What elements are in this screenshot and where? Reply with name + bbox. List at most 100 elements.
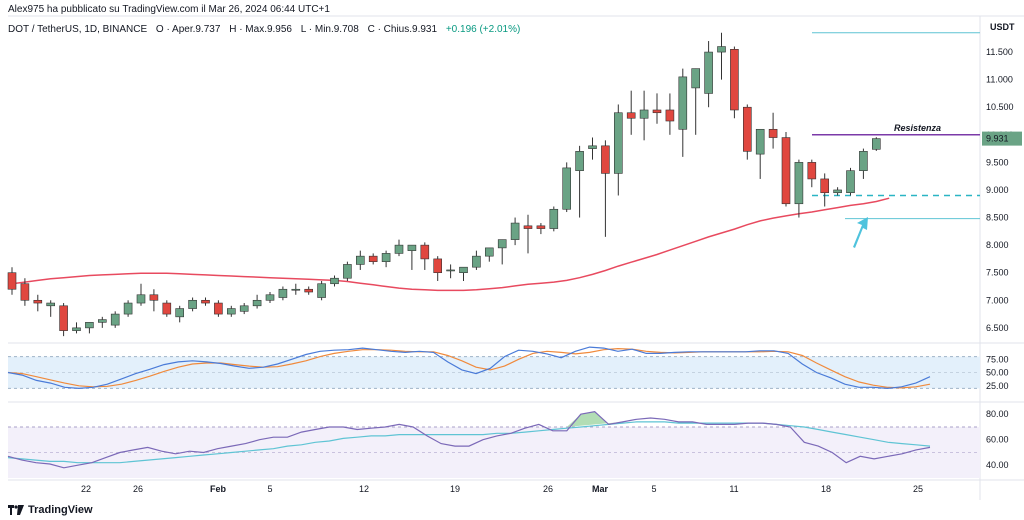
candle-body (601, 145, 610, 174)
candle-body (678, 76, 688, 130)
candle (497, 239, 507, 265)
candle (59, 303, 68, 337)
time-tick-label: 5 (267, 484, 272, 494)
price-tick-label: 9.000 (986, 185, 1009, 195)
low-value: L · Min.9.708 (300, 24, 359, 35)
candle (330, 275, 339, 287)
candle (368, 253, 378, 265)
up-arrow-icon (853, 217, 868, 248)
candle-body (72, 327, 81, 331)
candle-body (575, 151, 584, 171)
candle (446, 264, 455, 279)
candle-body (691, 68, 701, 89)
time-tick-label: 19 (450, 484, 460, 494)
candle (871, 137, 881, 151)
candle (781, 132, 791, 207)
candle (433, 256, 443, 281)
price-tick-label: 9.500 (986, 157, 1009, 167)
last-price-label: 9.931 (986, 134, 1009, 144)
candle (846, 167, 855, 196)
candle-body (407, 244, 417, 251)
candle-body (7, 272, 17, 290)
time-tick-label: 5 (651, 484, 656, 494)
candle (562, 162, 572, 213)
candle-body (652, 109, 662, 114)
time-tick-label: 11 (729, 484, 738, 494)
candle (214, 300, 223, 317)
candle-body (239, 305, 249, 312)
candle (46, 300, 56, 317)
candle-body (110, 313, 120, 326)
rsi-tick-label: 40.00 (986, 460, 1009, 470)
candle (549, 206, 559, 232)
time-tick-label: 12 (359, 484, 369, 494)
candle-body (497, 239, 507, 249)
last-price-badge (982, 131, 1022, 146)
candle (188, 297, 197, 312)
candle-body (846, 170, 855, 194)
candle-body (730, 49, 739, 111)
candle-body (227, 308, 236, 315)
candle (768, 112, 778, 149)
price-tick-label: 7.500 (986, 268, 1009, 278)
candle (175, 305, 184, 323)
open-value: O · Aper.9.737 (155, 24, 221, 35)
candle-body (704, 51, 713, 94)
candle (794, 159, 804, 218)
rsi-tick-label: 60.00 (986, 435, 1009, 445)
tradingview-mark-icon (8, 505, 24, 515)
candle-body (162, 302, 172, 315)
price-tick-label: 8.500 (986, 213, 1009, 223)
candle-body (278, 288, 288, 298)
symbol-name[interactable]: DOT / TetherUS, 1D, BINANCE (8, 24, 148, 35)
tradingview-logo[interactable]: TradingView (8, 504, 93, 516)
candle (742, 104, 752, 160)
candle-body (381, 253, 391, 262)
candle-body (536, 225, 546, 229)
price-tick-label: 11.000 (986, 75, 1013, 85)
candle (859, 148, 868, 179)
candle (355, 250, 365, 270)
candle-body (252, 299, 262, 307)
candle (227, 305, 236, 317)
candle (730, 46, 739, 119)
candle-body (330, 277, 339, 285)
candle (755, 128, 765, 179)
candle-body (665, 109, 675, 122)
candle (394, 239, 404, 257)
candle (33, 294, 43, 312)
candle-body (807, 162, 817, 180)
candle (317, 280, 326, 301)
candle-body (149, 294, 159, 301)
candle-body (717, 46, 726, 53)
candle (717, 32, 726, 80)
candle-body (33, 299, 43, 304)
candle (678, 68, 688, 157)
candle (833, 187, 842, 196)
candle (252, 294, 262, 309)
candle (85, 322, 94, 334)
candle (807, 159, 817, 188)
time-tick-label: Feb (210, 484, 227, 494)
time-tick-label: 22 (81, 484, 91, 494)
high-value: H · Max.9.956 (229, 24, 292, 35)
candle-body (368, 255, 378, 262)
resistance-annotation: Resistenza (894, 123, 941, 133)
candle-body (265, 294, 275, 301)
candle-body (549, 208, 559, 229)
candle-body (833, 189, 842, 194)
candle-body (59, 305, 68, 331)
candle (704, 41, 713, 108)
candle-body (613, 112, 623, 174)
candle (665, 93, 675, 135)
candle (420, 242, 430, 270)
brand-label: TradingView (28, 504, 93, 516)
candle-body (433, 258, 443, 274)
candle (510, 217, 520, 246)
candle-body (755, 128, 765, 155)
candle (626, 90, 636, 135)
candle-body (484, 247, 494, 257)
symbol-info: DOT / TetherUS, 1D, BINANCE O · Aper.9.7… (8, 24, 526, 35)
price-tick-label: 7.000 (986, 295, 1009, 305)
